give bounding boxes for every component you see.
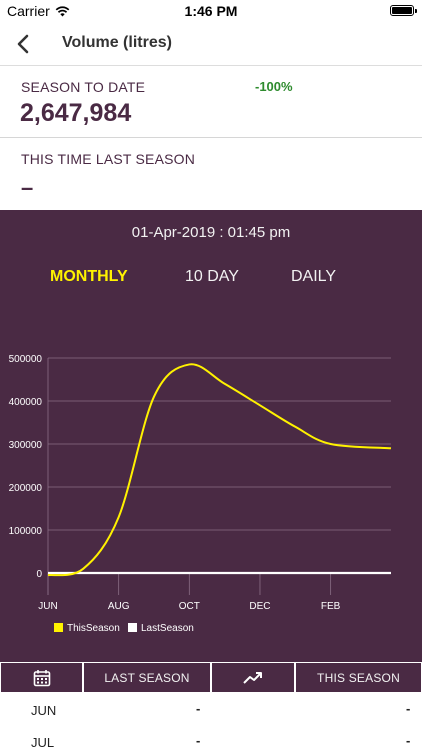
season-to-date-card: SEASON TO DATE -100% 2,647,984 <box>0 67 422 138</box>
tab-10-day[interactable]: 10 DAY <box>185 268 239 285</box>
chart-datetime: 01-Apr-2019 : 01:45 pm <box>131 224 291 241</box>
row-last-season-value: - <box>196 733 201 748</box>
battery-icon <box>390 5 417 16</box>
carrier-label: Carrier <box>7 3 50 19</box>
y-tick-label: 100000 <box>9 526 43 537</box>
chevron-left-icon[interactable] <box>12 30 36 58</box>
row-last-season-value: - <box>196 701 201 716</box>
tab-daily[interactable]: DAILY <box>291 268 337 285</box>
status-bar: Carrier 1:46 PM <box>0 0 422 22</box>
season-change-percent: -100% <box>255 79 293 94</box>
page-title: Volume (litres) <box>62 34 172 51</box>
x-tick-label: JUN <box>38 601 57 612</box>
y-tick-label: 400000 <box>9 397 43 408</box>
row-month: JUN <box>31 703 57 718</box>
tab-monthly[interactable]: MONTHLY <box>50 268 128 285</box>
row-this-season-value: - <box>406 733 411 748</box>
status-time: 1:46 PM <box>184 3 238 19</box>
nav-bar: Volume (litres) <box>0 22 422 66</box>
legend-label-lastseason: LastSeason <box>141 623 194 634</box>
wifi-icon <box>55 5 70 17</box>
trend-button[interactable] <box>211 662 295 693</box>
trend-icon <box>243 671 262 684</box>
y-tick-label: 200000 <box>9 483 43 494</box>
calendar-button[interactable] <box>0 662 83 693</box>
last-season-label: THIS TIME LAST SEASON <box>21 151 196 167</box>
row-this-season-value: - <box>406 701 411 716</box>
x-tick-label: AUG <box>108 601 130 612</box>
table-row: JUN - - <box>0 694 422 726</box>
y-tick-label: 500000 <box>9 354 43 365</box>
series-line-thisseason <box>47 363 392 577</box>
table-row: JUL - - <box>0 726 422 750</box>
status-left: Carrier <box>7 3 70 19</box>
x-tick-label: OCT <box>179 601 200 612</box>
legend-swatch-lastseason <box>128 623 137 632</box>
x-tick-label: DEC <box>249 601 270 612</box>
legend-swatch-thisseason <box>54 623 63 632</box>
legend-label-thisseason: ThisSeason <box>67 623 120 634</box>
season-to-date-value: 2,647,984 <box>20 99 132 127</box>
last-season-column-header[interactable]: LAST SEASON <box>83 662 211 693</box>
this-season-column-header[interactable]: THIS SEASON <box>295 662 422 693</box>
volume-line-chart: 0 100000 200000 300000 400000 500000 JUN AUG OCT… <box>9 354 392 634</box>
table-header: LAST SEASON THIS SEASON <box>0 662 422 693</box>
calendar-icon <box>33 669 50 686</box>
last-season-card: THIS TIME LAST SEASON – <box>0 139 422 210</box>
last-season-value: – <box>21 175 34 200</box>
y-tick-label: 0 <box>36 569 42 580</box>
x-tick-label: FEB <box>321 601 341 612</box>
y-tick-label: 300000 <box>9 440 43 451</box>
chart-panel: 01-Apr-2019 : 01:45 pm MONTHLY 10 DAY DA… <box>0 210 422 662</box>
season-to-date-label: SEASON TO DATE <box>21 79 146 95</box>
row-month: JUL <box>31 735 55 750</box>
